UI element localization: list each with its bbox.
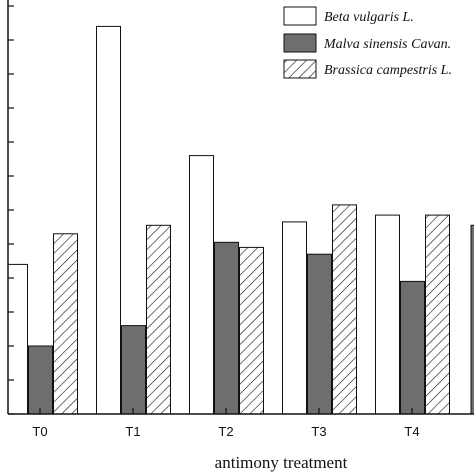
axes <box>7 0 474 415</box>
bar-gray-t1 <box>121 325 146 414</box>
x-tick-label-t1: T1 <box>125 424 140 439</box>
x-tick-label-t2: T2 <box>218 424 233 439</box>
legend-swatch-malva <box>283 33 317 53</box>
bar-white-t2 <box>189 155 214 414</box>
legend-swatch-beta <box>283 6 317 26</box>
legend-label-brassica: Brassica campestris L. <box>324 63 452 78</box>
bar-hatched-t3 <box>332 204 357 414</box>
bar-hatched-t4 <box>425 214 450 414</box>
bar-hatched-t0 <box>53 233 78 414</box>
y-ticks <box>8 5 14 415</box>
bar-gray-t0 <box>28 345 53 414</box>
bar-white-t4 <box>375 214 400 414</box>
bar-gray-t4 <box>400 280 425 414</box>
legend-swatch-brassica <box>283 59 317 79</box>
x-tick-label-t0: T0 <box>32 424 47 439</box>
bar-white-t1 <box>96 25 121 414</box>
bar-gray-t3 <box>307 253 332 414</box>
bar-hatched-t2 <box>239 246 264 414</box>
bar-white-t3 <box>282 221 307 414</box>
bar-gray-t2 <box>214 241 239 414</box>
x-axis-title: antimony treatment <box>215 453 348 472</box>
x-tick-label-t3: T3 <box>311 424 326 439</box>
bar-hatched-t1 <box>146 224 171 414</box>
x-ticks: T0 T1 T2 T3 T4 <box>32 408 420 439</box>
legend-label-malva: Malva sinensis Cavan. <box>323 37 451 52</box>
legend-label-beta: Beta vulgaris L. <box>324 10 414 25</box>
legend: Beta vulgaris L. Malva sinensis Cavan. B… <box>283 6 452 79</box>
x-tick-label-t4: T4 <box>404 424 419 439</box>
bar-truncated-edge <box>470 224 474 414</box>
bars-group <box>8 25 474 414</box>
bar-white-t0 <box>8 263 28 414</box>
